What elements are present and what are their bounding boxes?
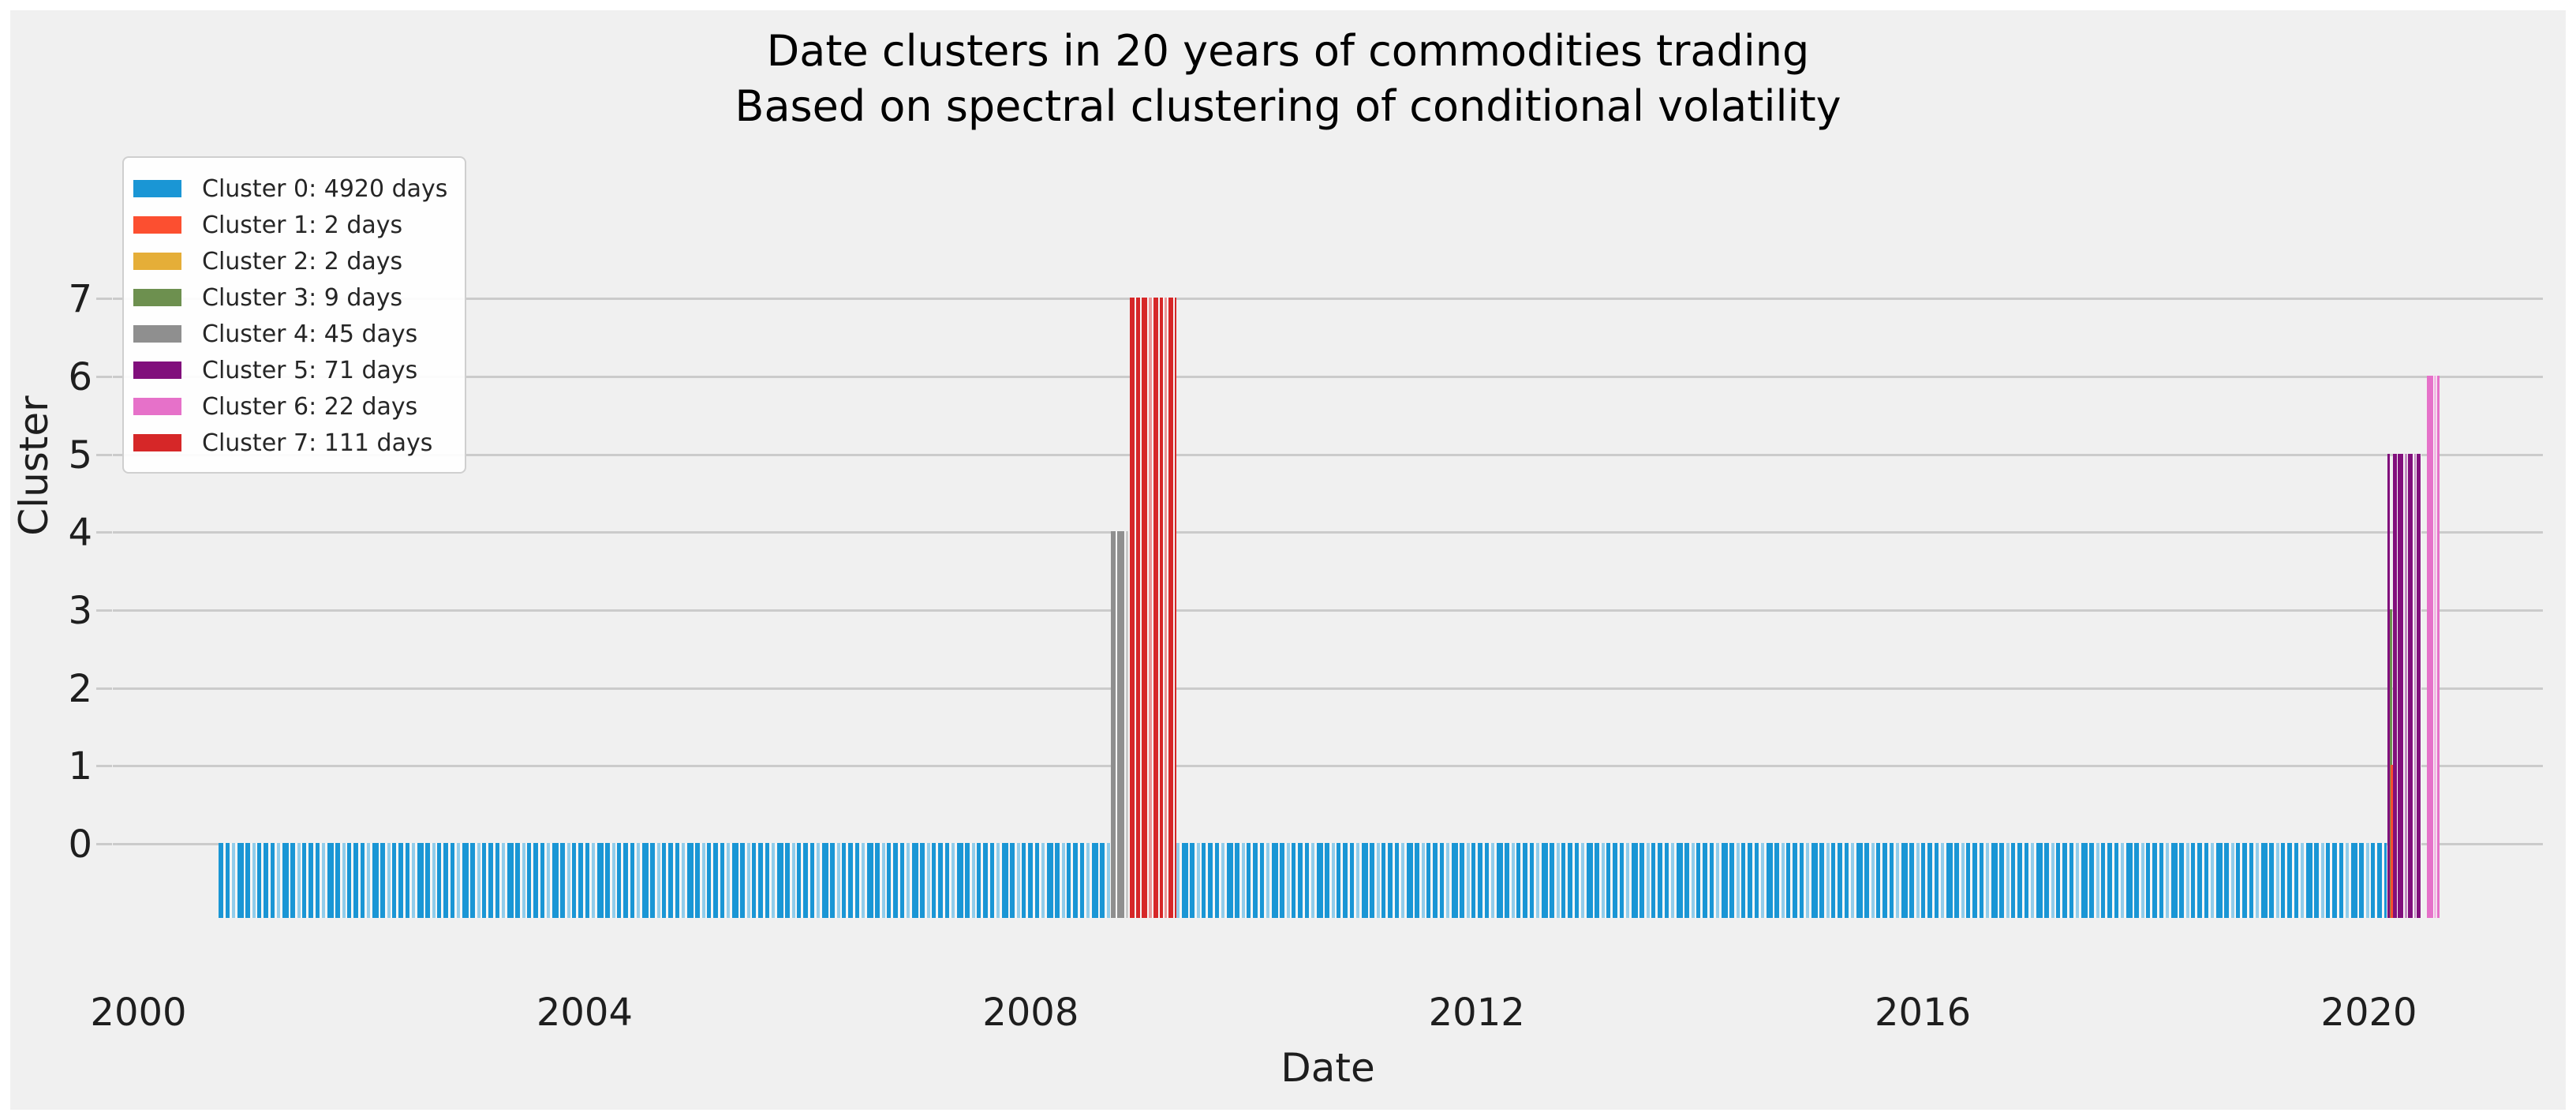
bar-segment-cluster-6-2020 xyxy=(2426,375,2440,918)
figure-canvas: Date clusters in 20 years of commodities… xyxy=(10,10,2566,1110)
legend-label-cluster-7: Cluster 7: 111 days xyxy=(202,429,433,457)
legend-label-cluster-1: Cluster 1: 2 days xyxy=(202,211,403,239)
legend-item-cluster-1: Cluster 1: 2 days xyxy=(133,207,447,243)
legend-item-cluster-5: Cluster 5: 71 days xyxy=(133,352,447,388)
x-tick-label-2004: 2004 xyxy=(536,991,633,1035)
y-tick-label-1: 1 xyxy=(68,744,92,789)
chart-title-line2: Based on spectral clustering of conditio… xyxy=(735,81,1841,132)
legend-swatch-cluster-5 xyxy=(133,361,181,379)
x-tick-label-2000: 2000 xyxy=(90,991,187,1035)
x-tick-label-2020: 2020 xyxy=(2320,991,2417,1035)
y-tickmark xyxy=(96,298,112,301)
y-tickmark xyxy=(96,609,112,612)
legend-label-cluster-3: Cluster 3: 9 days xyxy=(202,283,403,312)
legend-swatch-cluster-6 xyxy=(133,398,181,415)
legend-swatch-cluster-1 xyxy=(133,216,181,234)
legend-swatch-cluster-7 xyxy=(133,434,181,451)
x-tick-label-2016: 2016 xyxy=(1875,991,1972,1035)
gridline-y5 xyxy=(113,453,2543,456)
legend-box: Cluster 0: 4920 days Cluster 1: 2 days Clu… xyxy=(122,156,467,474)
gridline-y4 xyxy=(113,531,2543,534)
legend-item-cluster-3: Cluster 3: 9 days xyxy=(133,279,447,316)
legend-label-cluster-4: Cluster 4: 45 days xyxy=(202,320,418,348)
bar-segment-cluster-0-main xyxy=(219,843,2387,918)
legend-label-cluster-0: Cluster 0: 4920 days xyxy=(202,174,448,203)
legend-item-cluster-0: Cluster 0: 4920 days xyxy=(133,170,447,207)
legend-label-cluster-2: Cluster 2: 2 days xyxy=(202,247,403,275)
legend-label-cluster-5: Cluster 5: 71 days xyxy=(202,356,418,384)
bar-segment-cluster-3-2020 xyxy=(2389,609,2393,918)
chart-title: Date clusters in 20 years of commodities… xyxy=(10,24,2566,134)
gridline-y3 xyxy=(113,609,2543,612)
x-tick-label-2012: 2012 xyxy=(1428,991,1525,1035)
legend-item-cluster-4: Cluster 4: 45 days xyxy=(133,316,447,352)
legend-item-cluster-7: Cluster 7: 111 days xyxy=(133,425,447,461)
legend-label-cluster-6: Cluster 6: 22 days xyxy=(202,392,418,421)
legend-swatch-cluster-3 xyxy=(133,289,181,306)
x-tick-label-2008: 2008 xyxy=(982,991,1079,1035)
y-tickmark xyxy=(96,687,112,690)
legend-item-cluster-2: Cluster 2: 2 days xyxy=(133,243,447,279)
y-axis-label: Cluster xyxy=(11,395,57,536)
bar-segment-cluster-5-2020 xyxy=(2392,453,2421,918)
y-tick-label-4: 4 xyxy=(68,511,92,556)
x-axis-label: Date xyxy=(1281,1045,1375,1091)
y-tick-label-0: 0 xyxy=(68,822,92,867)
y-tickmark xyxy=(96,453,112,456)
legend-item-cluster-6: Cluster 6: 22 days xyxy=(133,388,447,425)
bar-series-layer xyxy=(10,10,2566,1110)
bar-segment-cluster-4-2008 xyxy=(1111,531,1131,918)
y-tickmark xyxy=(96,531,112,534)
bar-segment-cluster-7-2008 xyxy=(1130,298,1177,918)
gridline-y7 xyxy=(113,298,2543,301)
gridline-y6 xyxy=(113,375,2543,378)
chart-title-line1: Date clusters in 20 years of commodities… xyxy=(766,26,1810,76)
legend-swatch-cluster-0 xyxy=(133,180,181,197)
bar-segment-cluster-1-2020 xyxy=(2391,765,2393,918)
gridline-y2 xyxy=(113,687,2543,690)
y-tickmark xyxy=(96,765,112,768)
legend-swatch-cluster-4 xyxy=(133,325,181,343)
gridline-y1 xyxy=(113,765,2543,768)
legend-swatch-cluster-2 xyxy=(133,253,181,270)
y-tickmark xyxy=(96,375,112,378)
axis-tick-layer: 0 1 2 3 4 5 6 7 2000 2004 2008 2012 2016 2020 xyxy=(10,10,2566,1110)
y-tick-label-7: 7 xyxy=(68,277,92,322)
y-tick-label-3: 3 xyxy=(68,588,92,633)
y-tickmark xyxy=(96,843,112,845)
bar-segment-cluster-5-lead xyxy=(2387,453,2390,918)
y-tick-label-6: 6 xyxy=(68,354,92,399)
y-tick-label-2: 2 xyxy=(68,666,92,711)
y-tick-label-5: 5 xyxy=(68,433,92,478)
